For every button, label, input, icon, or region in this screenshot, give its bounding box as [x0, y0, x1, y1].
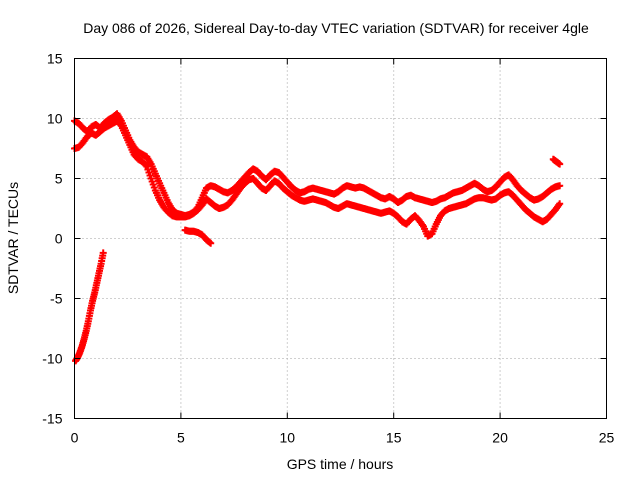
data-point: [116, 121, 124, 128]
x-tick-label: 25: [599, 430, 615, 446]
y-tick-label: -10: [42, 351, 62, 367]
series-main-trace-lower: [71, 117, 564, 240]
y-axis-label: SDTVAR / TECUs: [5, 182, 21, 294]
data-point: [556, 160, 564, 168]
series-rising-segment: [72, 249, 107, 365]
y-tick-label: 10: [47, 111, 63, 127]
data-point: [556, 200, 564, 208]
y-tick-label: 0: [55, 231, 63, 247]
data-point: [207, 239, 215, 247]
series-main-trace-upper: [71, 110, 564, 220]
x-tick-label: 5: [177, 430, 185, 446]
grid-lines: [74, 58, 607, 419]
data-point: [142, 161, 150, 169]
series-secondary-segment: [181, 226, 215, 247]
x-tick-label: 0: [71, 430, 79, 446]
data-points: [71, 110, 564, 365]
y-tick-label: 15: [47, 51, 63, 67]
axis-ticks: 0 5 10 15 20 25 -15 -10 -5 0 5 10 15: [42, 51, 614, 446]
y-tick-label: 5: [55, 171, 63, 187]
y-tick-label: -5: [50, 291, 63, 307]
x-tick-label: 15: [386, 430, 402, 446]
x-tick-label: 10: [280, 430, 296, 446]
series-late-isolated-points: [549, 155, 564, 168]
x-tick-label: 20: [492, 430, 508, 446]
x-axis-label: GPS time / hours: [287, 456, 394, 472]
y-tick-label: -15: [42, 411, 62, 427]
chart-title: Day 086 of 2026, Sidereal Day-to-day VTE…: [83, 20, 589, 36]
data-point: [99, 249, 107, 257]
data-point: [556, 182, 564, 190]
